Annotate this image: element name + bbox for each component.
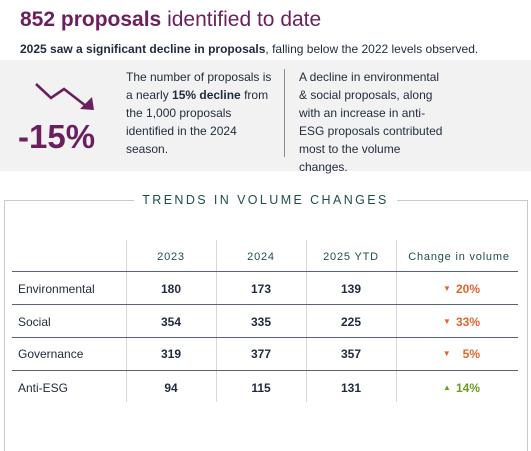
- row-divider: [12, 337, 518, 338]
- row-label-social: Social: [18, 315, 51, 329]
- cell-value: 115: [251, 381, 271, 395]
- subhead-bold: 2025 saw a significant decline in propos…: [20, 42, 266, 56]
- change-cell: ▼ 20%: [420, 282, 480, 296]
- col-header-2025-ytd: 2025 YTD: [323, 251, 379, 263]
- row-label-anti-esg: Anti-ESG: [18, 381, 69, 395]
- decline-percent: -15%: [18, 118, 96, 155]
- para1-bold: 15% decline: [172, 88, 241, 102]
- cell-value: 131: [340, 381, 362, 395]
- subhead-rest: , falling below the 2022 levels observed…: [265, 42, 479, 56]
- headline-rest: identified to date: [161, 8, 322, 31]
- cell-value: 94: [164, 381, 178, 395]
- highlight-panel: -15% The number of proposals is a nearly…: [0, 60, 531, 174]
- headline-bold: 852 proposals: [20, 8, 162, 31]
- row-divider: [12, 271, 518, 272]
- row-label-governance: Governance: [18, 347, 84, 361]
- change-cell: ▲ 14%: [420, 381, 480, 395]
- change-cell: ▼ 5%: [420, 347, 480, 361]
- trends-title-text: TRENDS IN VOLUME CHANGES: [134, 193, 397, 207]
- column-divider: [126, 240, 127, 402]
- cell-value: 335: [250, 315, 272, 329]
- change-cell: ▼ 33%: [420, 315, 480, 329]
- page-subhead: 2025 saw a significant decline in propos…: [20, 42, 478, 56]
- cell-value: 173: [250, 282, 272, 296]
- col-header-2024: 2024: [247, 251, 275, 263]
- change-value: 5%: [462, 347, 480, 361]
- para1-pre: The number of proposals is a nearly: [126, 70, 272, 102]
- change-value: 14%: [455, 381, 480, 395]
- column-divider: [306, 240, 307, 402]
- triangle-up-icon: ▲: [443, 383, 451, 392]
- cell-value: 139: [340, 282, 362, 296]
- col-header-2023: 2023: [157, 251, 185, 263]
- para1-post: from the 1,000 proposals identified in t…: [126, 88, 269, 156]
- contributors-description: A decline in environmental & social prop…: [299, 70, 443, 174]
- cell-value: 319: [160, 347, 182, 361]
- trends-title: TRENDS IN VOLUME CHANGES: [0, 193, 531, 207]
- row-label-environmental: Environmental: [18, 282, 95, 296]
- column-divider: [396, 240, 397, 402]
- decline-description: The number of proposals is a nearly 15% …: [126, 68, 274, 158]
- column-divider: [216, 240, 217, 402]
- cell-value: 354: [160, 315, 182, 329]
- cell-value: 180: [160, 282, 182, 296]
- cell-value: 225: [340, 315, 362, 329]
- triangle-down-icon: ▼: [442, 349, 451, 358]
- row-divider: [12, 370, 518, 371]
- triangle-down-icon: ▼: [443, 284, 451, 293]
- col-header-change: Change in volume: [408, 251, 510, 263]
- page-headline: 852 proposals identified to date: [20, 8, 321, 32]
- change-value: 33%: [455, 315, 480, 329]
- cell-value: 377: [250, 347, 272, 361]
- panel-divider: [284, 69, 285, 157]
- change-value: 20%: [455, 282, 480, 296]
- row-divider: [12, 304, 518, 305]
- triangle-down-icon: ▼: [443, 317, 451, 326]
- trend-down-arrow-icon: [35, 83, 94, 110]
- cell-value: 357: [340, 347, 362, 361]
